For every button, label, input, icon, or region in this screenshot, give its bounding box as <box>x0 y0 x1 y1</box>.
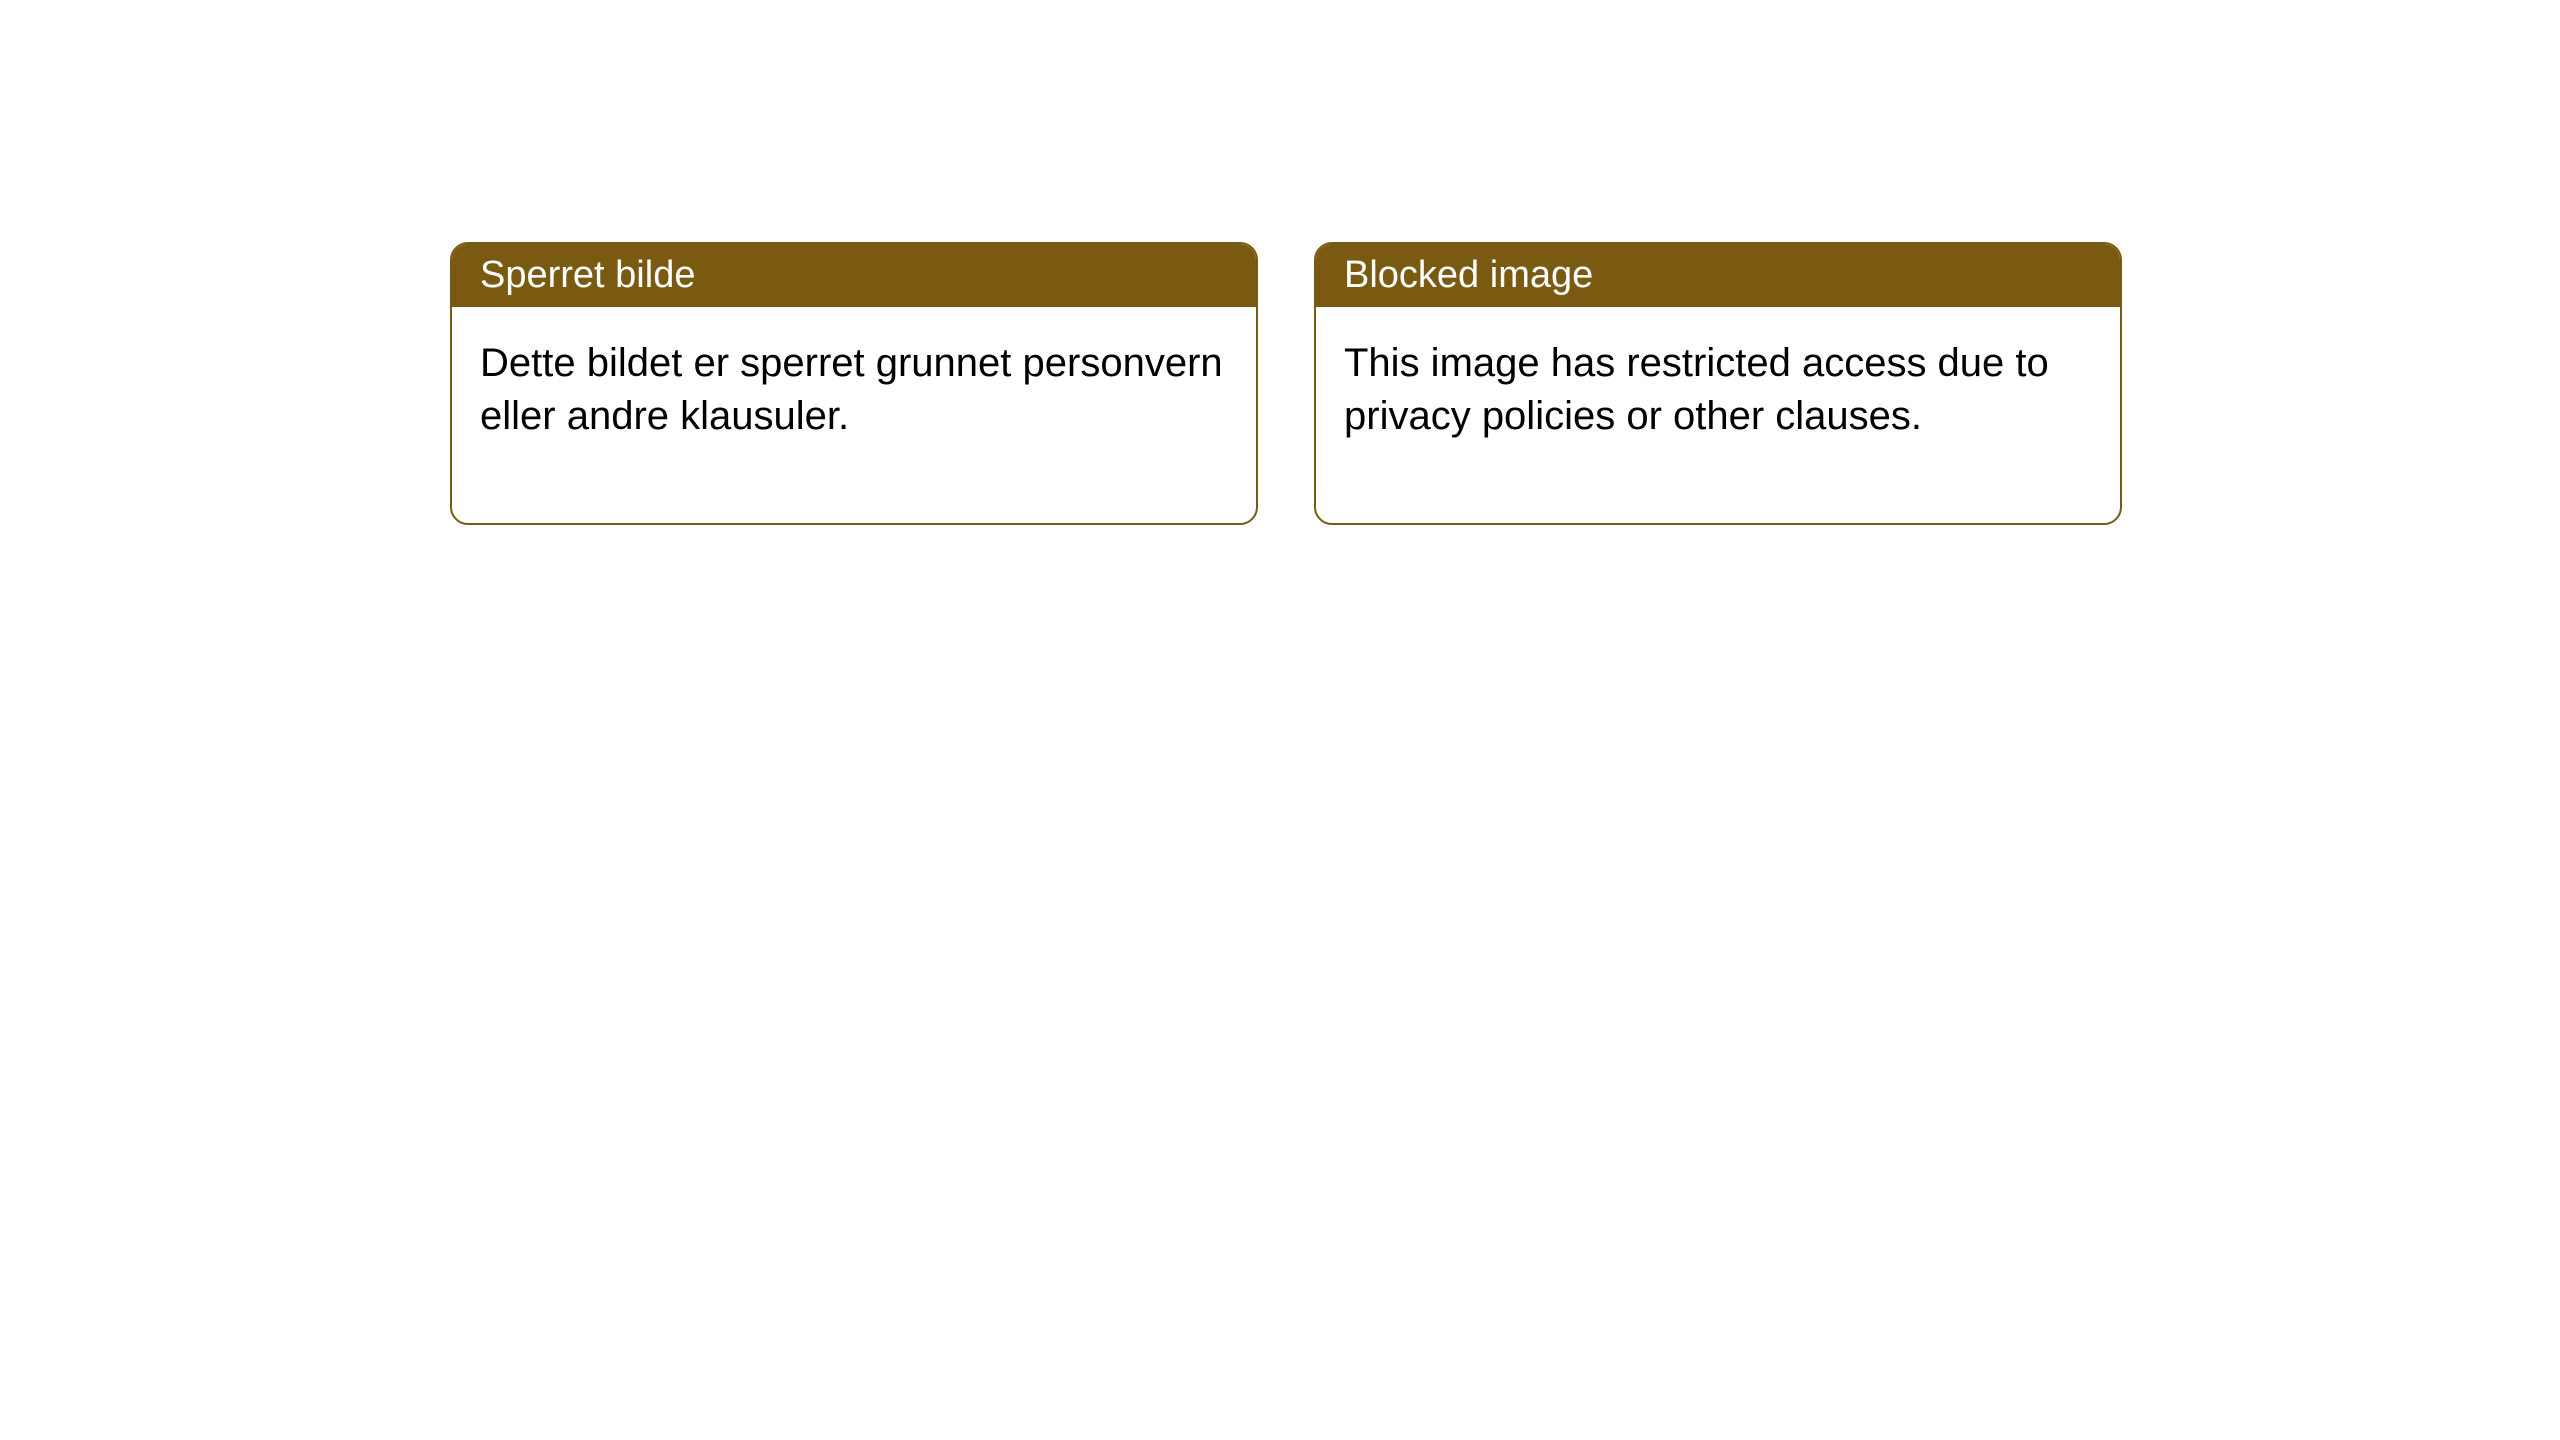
notice-container: Sperret bilde Dette bildet er sperret gr… <box>450 242 2122 525</box>
notice-header: Sperret bilde <box>452 244 1256 307</box>
notice-text: Dette bildet er sperret grunnet personve… <box>480 341 1223 438</box>
notice-title: Sperret bilde <box>480 254 695 296</box>
notice-header: Blocked image <box>1316 244 2120 307</box>
notice-body: Dette bildet er sperret grunnet personve… <box>452 307 1256 523</box>
notice-text: This image has restricted access due to … <box>1344 341 2049 438</box>
notice-title: Blocked image <box>1344 254 1593 296</box>
notice-body: This image has restricted access due to … <box>1316 307 2120 523</box>
notice-card-english: Blocked image This image has restricted … <box>1314 242 2122 525</box>
notice-card-norwegian: Sperret bilde Dette bildet er sperret gr… <box>450 242 1258 525</box>
